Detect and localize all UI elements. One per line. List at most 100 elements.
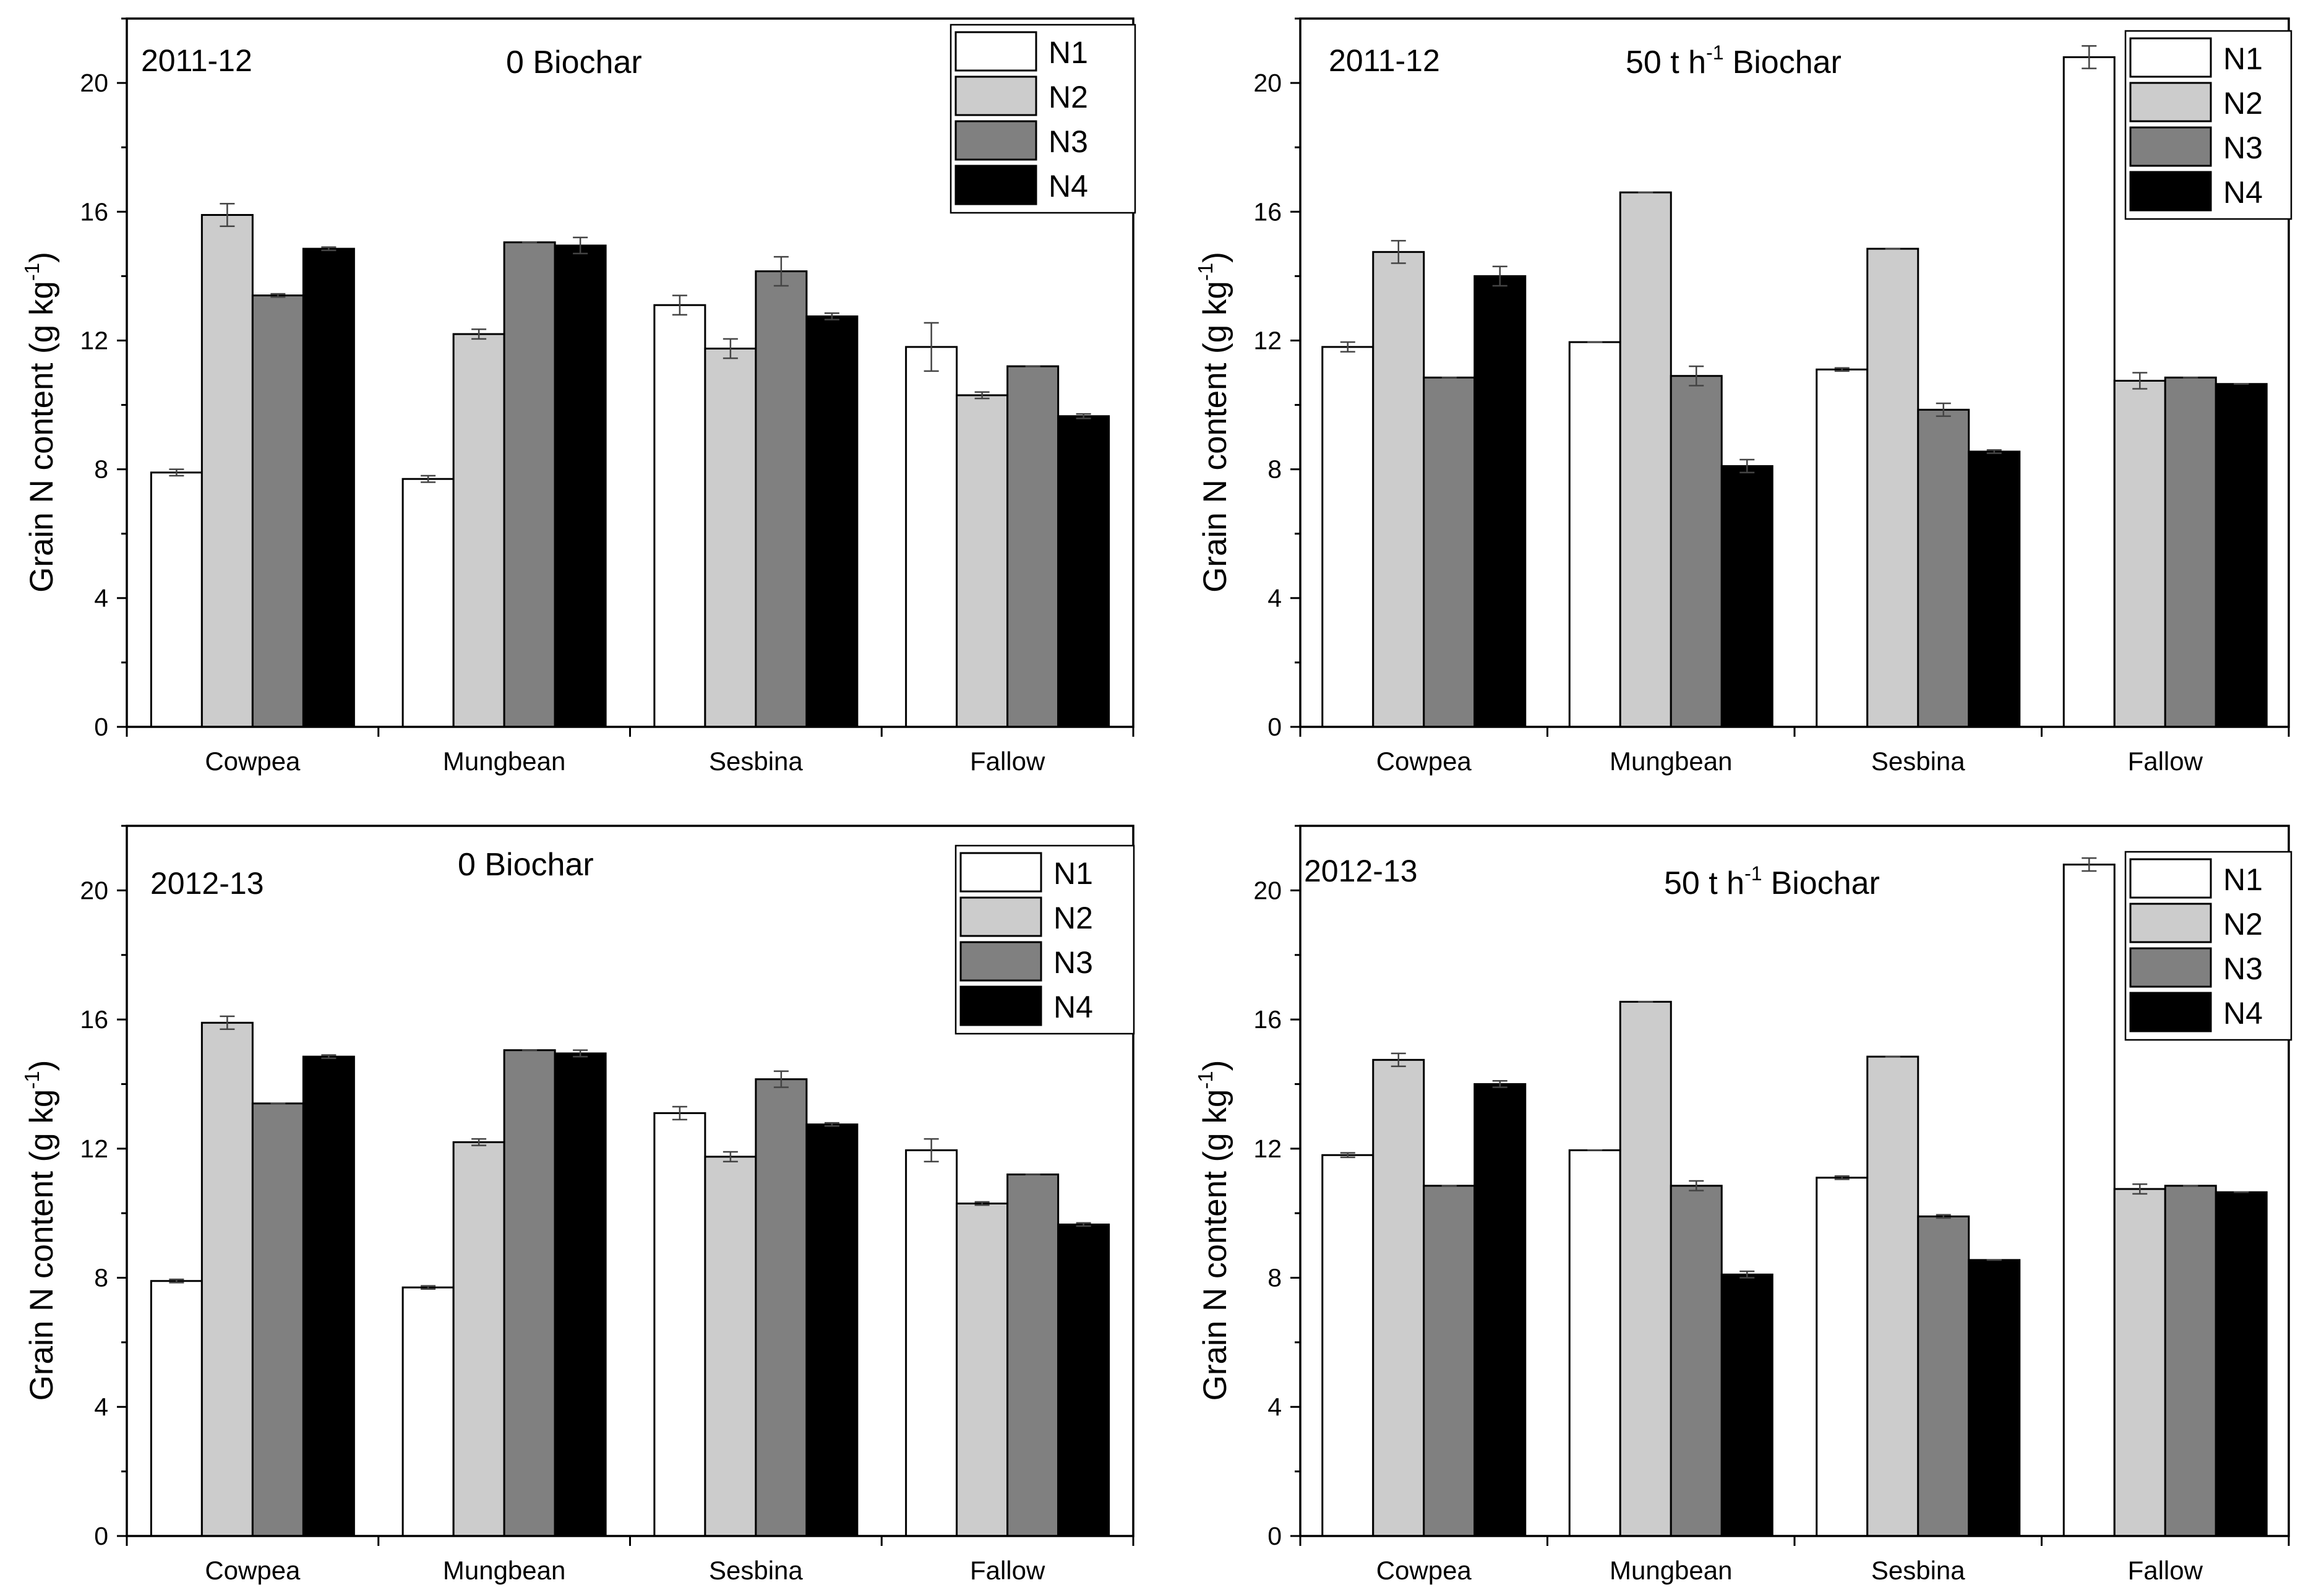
bar-n2-mungbean xyxy=(1619,1000,1672,1537)
error-bar-n2-fallow xyxy=(2132,1183,2148,1195)
y-tick-label: 8 xyxy=(94,1264,108,1292)
legend-label-n1: N1 xyxy=(1049,35,1088,70)
y-axis-label-exponent: -1 xyxy=(20,263,43,281)
legend-swatch-n1 xyxy=(959,852,1042,893)
y-tick-label: 0 xyxy=(1267,1522,1282,1550)
bar-n1-sesbina xyxy=(653,304,706,728)
legend-swatch-n3 xyxy=(954,120,1037,161)
legend-label-n3: N3 xyxy=(2223,951,2263,986)
bar-n2-cowpea xyxy=(1372,1058,1425,1537)
bar-n1-fallow xyxy=(905,346,958,728)
error-bar-n1-fallow xyxy=(2082,857,2097,872)
y-tick-label: 12 xyxy=(80,1135,108,1163)
y-tick-label: 20 xyxy=(80,876,108,904)
bar-n2-cowpea xyxy=(1372,251,1425,728)
bar-n4-mungbean xyxy=(554,1052,607,1537)
y-axis-label: Grain N content (g kg-1) xyxy=(1194,252,1233,593)
panel-title: 50 t h-1 Biochar xyxy=(1664,862,1880,901)
panel-title: 50 t h-1 Biochar xyxy=(1626,41,1842,80)
bar-n1-sesbina xyxy=(1816,1177,1869,1537)
x-tick-label: Cowpea xyxy=(205,747,301,776)
bar-n1-mungbean xyxy=(401,478,455,728)
x-tick-label: Sesbina xyxy=(709,1556,803,1585)
x-tick-label: Fallow xyxy=(2128,747,2203,776)
bar-n4-sesbina xyxy=(805,315,859,728)
panel-year-label: 2012-13 xyxy=(1304,854,1418,888)
bar-n4-fallow xyxy=(1057,1223,1110,1537)
error-bar-n2-cowpea xyxy=(220,1015,235,1030)
legend-label-n2: N2 xyxy=(1053,901,1093,935)
bar-n1-cowpea xyxy=(150,471,203,728)
bar-n4-fallow xyxy=(2215,1191,2268,1537)
panel-title: 0 Biochar xyxy=(458,847,594,883)
bar-n3-sesbina xyxy=(755,270,808,728)
error-bar-n1-sesbina xyxy=(1834,1175,1850,1180)
error-bar-n4-fallow xyxy=(1076,413,1091,419)
x-tick-label: Fallow xyxy=(2128,1556,2203,1585)
x-tick-label: Mungbean xyxy=(1610,1556,1733,1585)
bar-n1-sesbina xyxy=(1816,368,1869,728)
x-tick-label: Cowpea xyxy=(205,1556,301,1585)
error-bar-n1-sesbina xyxy=(672,294,687,316)
panel-title-main: Biochar xyxy=(1771,865,1880,901)
bar-n3-cowpea xyxy=(1423,376,1476,728)
legend-swatch-n4 xyxy=(2129,992,2212,1032)
bar-n3-mungbean xyxy=(503,241,556,728)
bar-n4-sesbina xyxy=(805,1123,859,1537)
panel-title-main: 0 Biochar xyxy=(458,847,594,883)
legend: N1 N2 N3 N4 xyxy=(2124,851,2292,1041)
bar-n2-fallow xyxy=(2113,1188,2166,1537)
bar-n3-mungbean xyxy=(1670,1185,1723,1537)
bar-n1-cowpea xyxy=(150,1280,203,1537)
bar-n4-sesbina xyxy=(1968,1259,2021,1537)
x-tick-label: Sesbina xyxy=(1871,747,1965,776)
bar-n4-fallow xyxy=(2215,383,2268,728)
error-bar-n2-mungbean xyxy=(471,1138,487,1146)
y-axis-label: Grain N content (g kg-1) xyxy=(1194,1060,1233,1401)
y-tick-label: 12 xyxy=(1253,1135,1282,1163)
bar-n3-cowpea xyxy=(1423,1185,1476,1537)
legend-label-n2: N2 xyxy=(2223,86,2263,121)
error-bar-n2-fallow xyxy=(974,391,990,400)
bar-n4-fallow xyxy=(1057,415,1110,728)
chart-panel-1: 0 4 8 12 16 20 Cowpea Mungbean Sesbina Fallow Grai… xyxy=(20,17,1136,776)
error-bar-n4-fallow xyxy=(1076,1222,1091,1227)
legend-label-n3: N3 xyxy=(2223,131,2263,165)
legend-swatch-n2 xyxy=(954,75,1037,116)
y-tick-label: 16 xyxy=(80,1005,108,1034)
bar-n4-cowpea xyxy=(1473,275,1527,728)
y-axis-label: Grain N content (g kg-1) xyxy=(20,252,60,593)
panel-year-label: 2012-13 xyxy=(150,866,264,901)
y-tick-label: 4 xyxy=(94,1392,108,1421)
error-bar-n1-cowpea xyxy=(1340,341,1355,353)
error-bar-n4-sesbina xyxy=(824,312,839,320)
bar-n1-fallow xyxy=(905,1149,958,1537)
legend-label-n4: N4 xyxy=(2223,175,2263,210)
x-tick-label: Cowpea xyxy=(1376,1556,1472,1585)
error-bar-n2-fallow xyxy=(2132,372,2148,390)
bar-n2-mungbean xyxy=(1619,191,1672,728)
bar-n2-sesbina xyxy=(704,1156,757,1537)
error-bar-n2-cowpea xyxy=(220,203,235,227)
legend-label-n2: N2 xyxy=(2223,907,2263,942)
x-tick-label: Mungbean xyxy=(1610,747,1733,776)
bar-n2-cowpea xyxy=(200,1021,254,1537)
error-bar-n2-fallow xyxy=(974,1201,990,1206)
legend-swatch-n1 xyxy=(2129,37,2212,78)
bar-n3-mungbean xyxy=(1670,375,1723,728)
chart-panel-2: 0 4 8 12 16 20 Cowpea Mungbean Sesbina Fallow Grai… xyxy=(1194,17,2292,776)
error-bar-n3-sesbina xyxy=(773,255,789,287)
error-bar-n2-sesbina xyxy=(723,338,738,359)
error-bar-n3-cowpea xyxy=(270,293,286,298)
legend: N1 N2 N3 N4 xyxy=(950,24,1136,214)
x-tick-label: Fallow xyxy=(970,747,1045,776)
error-bar-n4-cowpea xyxy=(1492,1079,1507,1088)
bar-n4-mungbean xyxy=(554,244,607,728)
error-bar-n4-sesbina xyxy=(1986,449,2002,454)
y-tick-label: 16 xyxy=(80,197,108,226)
y-axis-label-exponent: -1 xyxy=(20,1071,43,1089)
panel-title: 0 Biochar xyxy=(506,45,642,80)
y-tick-label: 8 xyxy=(1267,455,1282,484)
chart-panel-4: 0 4 8 12 16 20 Cowpea Mungbean Sesbina Fallow Grai… xyxy=(1194,825,2292,1585)
